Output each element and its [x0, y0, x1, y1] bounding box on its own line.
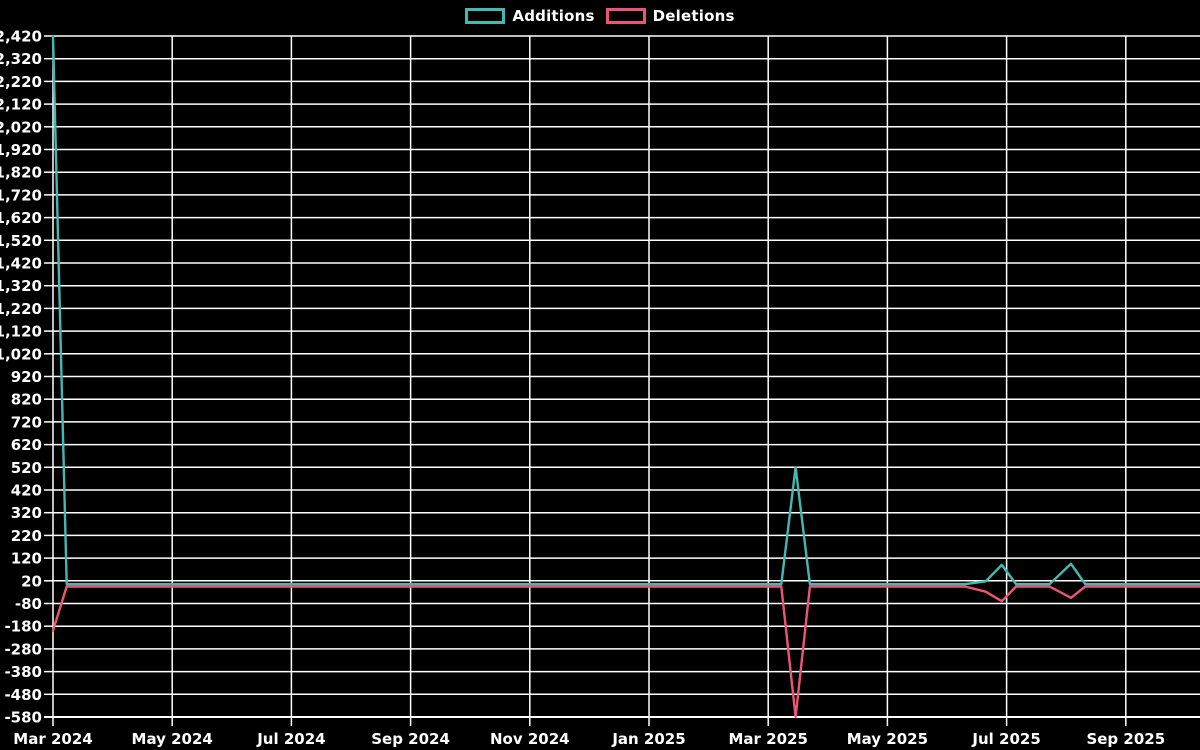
y-tick-label: 720 [11, 413, 42, 431]
y-tick-label: 1,220 [0, 300, 42, 318]
y-tick-label: -180 [4, 618, 42, 636]
legend-item-additions[interactable]: Additions [465, 7, 594, 25]
axis-ticks [44, 35, 1127, 726]
x-tick-label: Mar 2024 [13, 730, 92, 748]
legend-label-deletions: Deletions [652, 7, 735, 25]
y-tick-label: 2,320 [0, 50, 42, 68]
x-tick-label: May 2025 [847, 730, 928, 748]
y-tick-label: 520 [11, 459, 42, 477]
y-tick-label: -580 [4, 709, 42, 727]
y-tick-label: 1,720 [0, 186, 42, 204]
y-tick-label: -80 [15, 595, 42, 613]
x-tick-label: Nov 2024 [490, 730, 570, 748]
y-tick-label: 20 [21, 572, 42, 590]
y-tick-label: 1,620 [0, 209, 42, 227]
y-tick-label: 420 [11, 482, 42, 500]
legend-label-additions: Additions [512, 7, 595, 25]
deletions-swatch-icon [605, 8, 646, 24]
y-tick-label: 320 [11, 504, 42, 522]
y-tick-label: -480 [4, 686, 42, 704]
series-line-additions [51, 34, 1200, 586]
additions-swatch-icon [465, 8, 506, 24]
y-tick-label: 2,120 [0, 96, 42, 114]
x-tick-label: Sep 2024 [371, 730, 450, 748]
y-tick-label: 620 [11, 436, 42, 454]
y-tick-label: 220 [11, 527, 42, 545]
y-tick-label: 1,320 [0, 277, 42, 295]
x-tick-label: Jul 2024 [256, 730, 325, 748]
y-tick-label: 1,920 [0, 141, 42, 159]
legend-item-deletions[interactable]: Deletions [605, 7, 735, 25]
y-tick-label: 120 [11, 550, 42, 568]
x-tick-label: Jul 2025 [971, 730, 1040, 748]
x-tick-label: Mar 2025 [728, 730, 807, 748]
y-tick-label: 1,120 [0, 323, 42, 341]
grid-lines [52, 35, 1200, 718]
y-tick-label: 2,020 [0, 118, 42, 136]
y-tick-label: 1,520 [0, 232, 42, 250]
x-tick-label: May 2024 [132, 730, 213, 748]
y-tick-label: 1,020 [0, 345, 42, 363]
y-tick-label: 820 [11, 391, 42, 409]
y-tick-label: 2,220 [0, 73, 42, 91]
series-line-deletions [51, 585, 1200, 719]
y-tick-label: 920 [11, 368, 42, 386]
x-tick-label: Sep 2025 [1086, 730, 1165, 748]
y-tick-label: 2,420 [0, 28, 42, 46]
y-tick-label: -380 [4, 663, 42, 681]
axis-labels: 2,420 2,320 2,220 2,120 2,020 1,920 1,820 1,720… [0, 28, 1165, 749]
x-tick-label: Jan 2025 [611, 730, 685, 748]
y-tick-label: -280 [4, 640, 42, 658]
y-tick-label: 1,820 [0, 164, 42, 182]
chart-legend: Additions Deletions [0, 7, 1200, 25]
y-tick-label: 1,420 [0, 255, 42, 273]
